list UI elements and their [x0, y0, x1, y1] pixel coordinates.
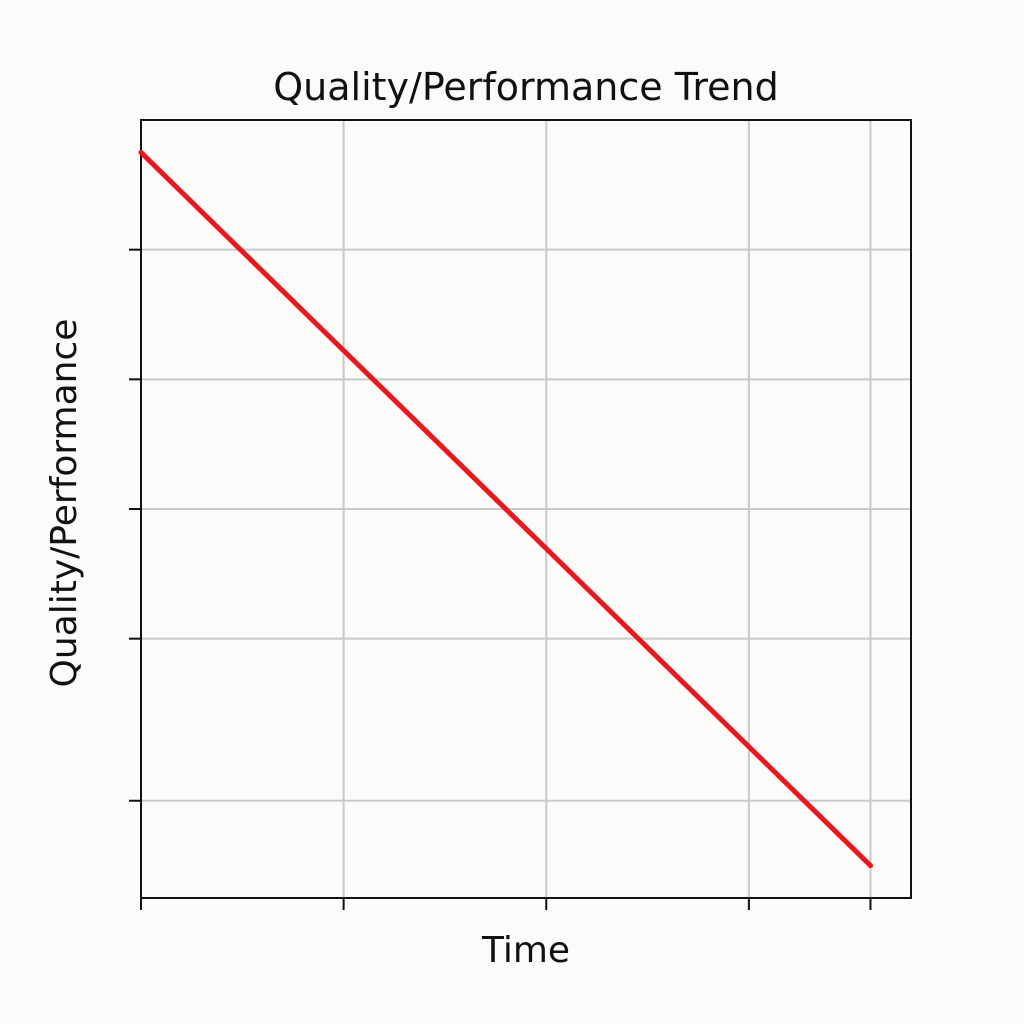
- data-point: [867, 863, 873, 869]
- x-axis-label: Time: [481, 930, 570, 971]
- y-axis-label: Quality/Performance: [44, 319, 85, 688]
- series: [138, 149, 873, 869]
- series-line: [138, 149, 873, 869]
- chart-title: Quality/Performance Trend: [273, 65, 778, 109]
- grid: [140, 120, 911, 898]
- axis-ticks: [129, 248, 872, 910]
- data-point: [138, 149, 144, 155]
